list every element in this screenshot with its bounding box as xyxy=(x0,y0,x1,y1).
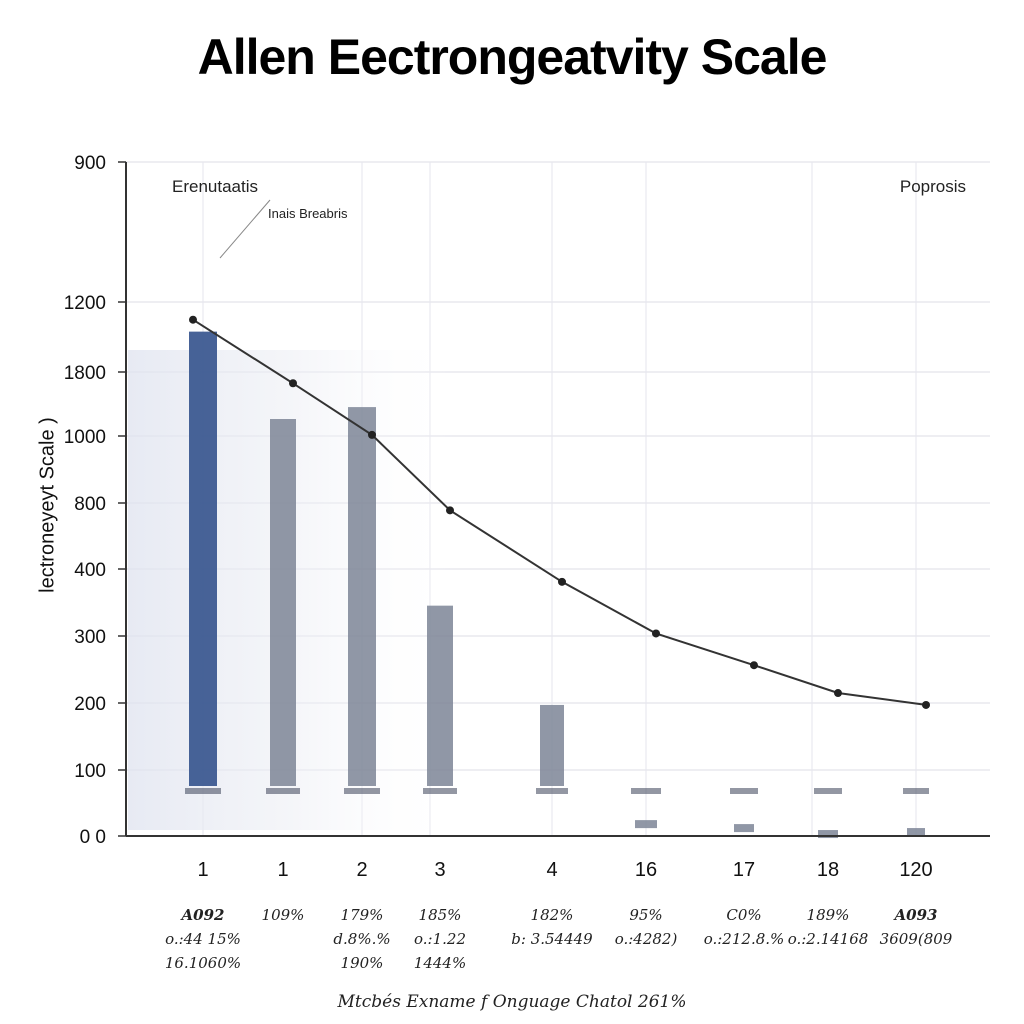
series-point xyxy=(558,577,566,586)
bar-base xyxy=(344,788,380,794)
y-tick-label: 300 xyxy=(74,627,106,648)
bar xyxy=(907,828,925,837)
x-sublabel: 179% xyxy=(341,906,384,924)
x-tick-label: 17 xyxy=(733,859,755,881)
x-sublabel: 95% xyxy=(629,906,662,924)
x-tick-label: 3 xyxy=(434,859,445,881)
x-sublabel: 16.1060% xyxy=(165,954,241,972)
chart-caption: Mtcbés Exname f Onguage Chatol 261% xyxy=(337,992,687,1012)
y-tick-label: 800 xyxy=(74,494,106,515)
x-tick-label: 4 xyxy=(546,859,557,881)
x-sublabel: o.:1.22 xyxy=(414,930,466,948)
x-tick-label: 18 xyxy=(817,859,839,881)
y-tick-label: 400 xyxy=(74,560,106,581)
bar xyxy=(818,830,838,839)
x-sublabel: 189% xyxy=(807,906,850,924)
x-sublabel: o.:212.8.% xyxy=(704,930,785,948)
bar-base xyxy=(185,788,221,794)
y-axis-label: lectroneyeyt Scale ) xyxy=(36,417,59,593)
x-sublabel: A092 xyxy=(180,906,225,924)
bar xyxy=(635,820,657,829)
x-sublabel: o.:44 15% xyxy=(165,930,241,948)
x-sublabel: A093 xyxy=(893,906,938,924)
series-point xyxy=(368,430,376,439)
bar-base xyxy=(631,788,661,794)
bar-base xyxy=(814,788,842,794)
series-point xyxy=(446,506,454,515)
x-sublabel: 182% xyxy=(531,906,574,924)
chart-annotation: Erenutaatis xyxy=(172,177,258,196)
bar-base xyxy=(730,788,758,794)
y-tick-label: 0 0 xyxy=(80,827,106,848)
bar-base xyxy=(536,788,568,794)
x-sublabel: 185% xyxy=(419,906,462,924)
x-sublabel: 190% xyxy=(341,954,384,972)
y-tick-label: 100 xyxy=(74,761,106,782)
x-tick-label: 2 xyxy=(356,859,367,881)
x-sublabel: b: 3.54449 xyxy=(511,930,593,948)
x-sublabel: 3609(809 xyxy=(880,930,953,948)
annotation-leader xyxy=(219,199,271,259)
series-point xyxy=(834,689,842,698)
bar-base xyxy=(903,788,929,794)
bar xyxy=(734,824,754,833)
bar xyxy=(189,331,217,786)
x-sublabel: 1444% xyxy=(414,954,466,972)
bar xyxy=(540,704,564,786)
x-sublabel: o.:2.14168 xyxy=(788,930,869,948)
series-point xyxy=(289,379,297,388)
x-sublabel: C0% xyxy=(726,906,761,924)
x-tick-label: 1 xyxy=(197,859,208,881)
bar xyxy=(427,605,453,786)
chart-annotation: Inais Breabris xyxy=(268,206,348,221)
y-tick-label: 200 xyxy=(74,694,106,715)
series-point xyxy=(652,629,660,638)
x-tick-label: 16 xyxy=(635,859,657,881)
bar xyxy=(270,419,296,786)
x-sublabel: o.:4282) xyxy=(615,930,678,948)
x-sublabel: 109% xyxy=(262,906,305,924)
series-point xyxy=(922,700,930,709)
series-point xyxy=(189,315,197,324)
x-tick-label: 1 xyxy=(277,859,288,881)
series-point xyxy=(750,661,758,670)
bar-base xyxy=(266,788,300,794)
y-tick-label: 900 xyxy=(74,153,106,174)
x-sublabel: d.8%.% xyxy=(333,930,390,948)
x-tick-label: 120 xyxy=(899,859,932,881)
y-tick-label: 1800 xyxy=(64,363,106,384)
bar xyxy=(348,407,376,786)
y-tick-label: 1000 xyxy=(64,427,106,448)
bar-base xyxy=(423,788,457,794)
y-tick-label: 1200 xyxy=(64,293,106,314)
chart-annotation: Poprosis xyxy=(900,177,966,196)
chart-title: Allen Eectrongeatvity Scale xyxy=(197,29,828,85)
